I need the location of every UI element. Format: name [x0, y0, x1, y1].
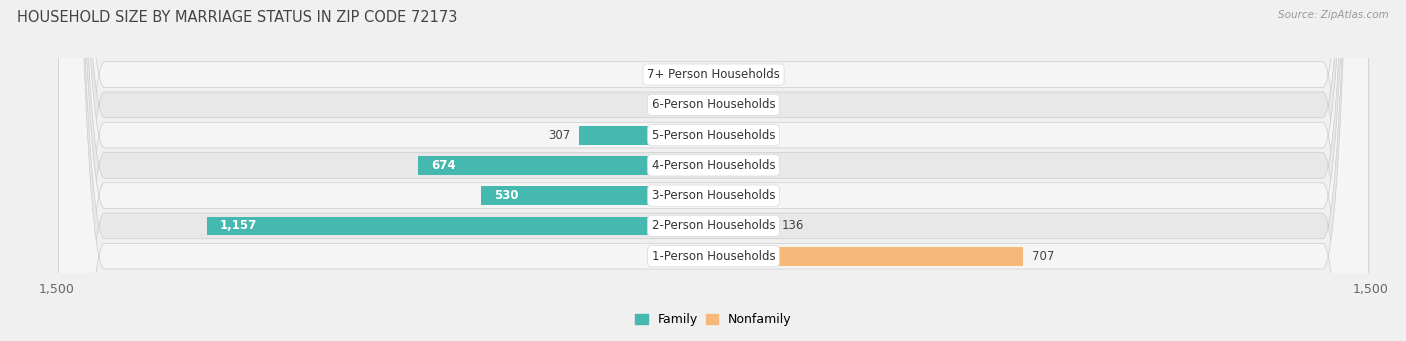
- Bar: [207, 217, 713, 235]
- Bar: [713, 247, 1024, 266]
- Bar: [713, 217, 773, 235]
- Bar: [713, 126, 748, 145]
- Text: 0: 0: [758, 98, 765, 112]
- Bar: [713, 95, 748, 114]
- Text: 707: 707: [1032, 250, 1054, 263]
- Bar: [713, 156, 748, 175]
- Text: 1,157: 1,157: [219, 219, 257, 233]
- Text: 674: 674: [432, 159, 456, 172]
- Bar: [713, 65, 748, 84]
- Legend: Family, Nonfamily: Family, Nonfamily: [630, 308, 797, 331]
- Text: 7+ Person Households: 7+ Person Households: [647, 68, 780, 81]
- FancyBboxPatch shape: [59, 0, 1368, 341]
- Text: 0: 0: [758, 129, 765, 142]
- Bar: [713, 186, 748, 205]
- FancyBboxPatch shape: [59, 0, 1368, 341]
- Text: 2-Person Households: 2-Person Households: [652, 219, 775, 233]
- FancyBboxPatch shape: [59, 0, 1368, 341]
- Bar: [481, 186, 713, 205]
- Text: Source: ZipAtlas.com: Source: ZipAtlas.com: [1278, 10, 1389, 20]
- FancyBboxPatch shape: [59, 0, 1368, 341]
- Text: 136: 136: [782, 219, 804, 233]
- FancyBboxPatch shape: [59, 0, 1368, 341]
- Text: 4-Person Households: 4-Person Households: [652, 159, 775, 172]
- Text: 57: 57: [665, 98, 681, 112]
- Text: 97: 97: [647, 68, 662, 81]
- FancyBboxPatch shape: [59, 0, 1368, 341]
- Text: 1-Person Households: 1-Person Households: [652, 250, 775, 263]
- Bar: [418, 156, 713, 175]
- Text: 5-Person Households: 5-Person Households: [652, 129, 775, 142]
- Text: 3-Person Households: 3-Person Households: [652, 189, 775, 202]
- FancyBboxPatch shape: [59, 0, 1368, 341]
- Text: 530: 530: [495, 189, 519, 202]
- Bar: [689, 95, 713, 114]
- Text: HOUSEHOLD SIZE BY MARRIAGE STATUS IN ZIP CODE 72173: HOUSEHOLD SIZE BY MARRIAGE STATUS IN ZIP…: [17, 10, 457, 25]
- Text: 6-Person Households: 6-Person Households: [652, 98, 775, 112]
- Text: 307: 307: [548, 129, 571, 142]
- Bar: [579, 126, 713, 145]
- Text: 0: 0: [758, 68, 765, 81]
- Bar: [671, 65, 713, 84]
- Text: 0: 0: [758, 189, 765, 202]
- Text: 0: 0: [758, 159, 765, 172]
